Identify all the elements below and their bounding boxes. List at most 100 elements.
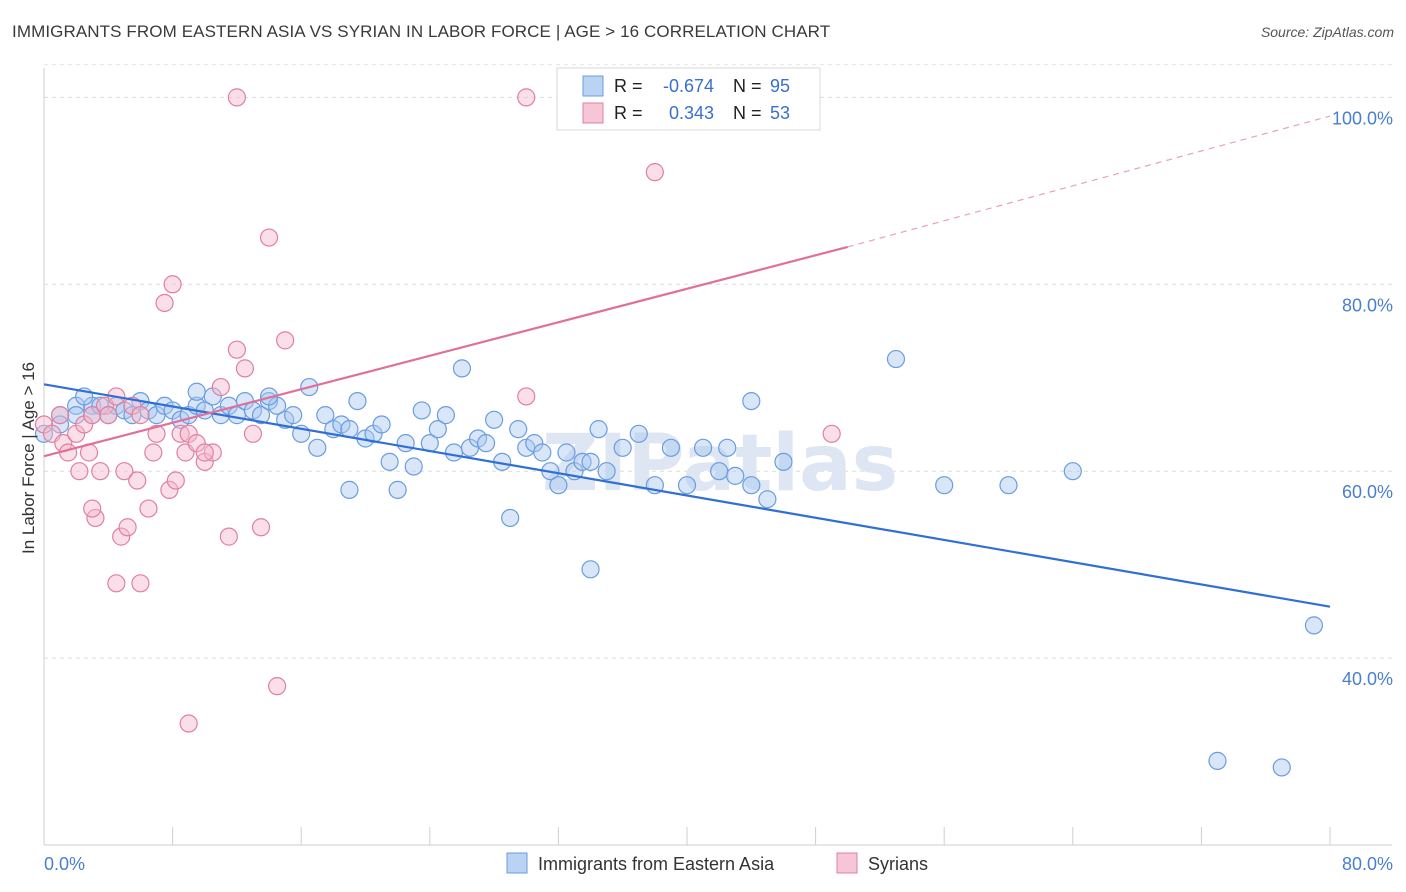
eastern-asia-point — [533, 443, 552, 462]
syrian-point — [118, 518, 137, 537]
eastern-asia-point — [476, 434, 496, 453]
eastern-asia-point — [444, 443, 464, 462]
syrian-point — [251, 518, 271, 537]
eastern-asia-point — [340, 480, 359, 499]
eastern-asia-point — [436, 406, 455, 425]
x-tick-label: 0.0% — [44, 854, 85, 874]
y-axis-label: In Labor Force | Age > 16 — [19, 362, 38, 554]
eastern-asia-point — [742, 476, 761, 495]
eastern-asia-point — [1208, 751, 1227, 770]
legend-swatch-syrians — [836, 852, 858, 874]
eastern-asia-point — [549, 476, 568, 495]
syrian-point — [235, 359, 255, 378]
eastern-asia-point — [661, 438, 681, 457]
r-label: R = — [614, 76, 643, 96]
eastern-asia-point — [316, 406, 335, 425]
eastern-asia-point — [380, 452, 399, 471]
syrian-point — [517, 88, 536, 107]
eastern-asia-point — [597, 462, 616, 481]
eastern-asia-point — [1304, 616, 1324, 635]
syrian-point — [131, 406, 150, 425]
eastern-asia-point — [372, 415, 391, 434]
syrian-point — [83, 499, 102, 518]
eastern-asia-point — [251, 406, 271, 425]
eastern-asia-point — [396, 434, 415, 453]
syrian-point — [144, 443, 163, 462]
syrian-point — [83, 406, 102, 425]
syrian-point — [243, 424, 263, 443]
eastern-asia-point — [452, 359, 472, 378]
syrian-point — [645, 163, 664, 182]
y-tick-label: 40.0% — [1342, 669, 1393, 689]
syrian-point — [219, 527, 238, 546]
eastern-asia-point — [935, 476, 954, 495]
syrian-point — [517, 387, 536, 406]
eastern-asia-swatch — [582, 75, 604, 97]
syrian-point — [179, 714, 198, 733]
syrian-point — [128, 471, 147, 490]
eastern-asia-point — [308, 438, 327, 457]
eastern-asia-point — [693, 438, 713, 457]
r-value: -0.674 — [663, 76, 714, 96]
syrian-point — [163, 275, 182, 294]
eastern-asia-point — [412, 401, 431, 420]
eastern-asia-point — [613, 438, 632, 457]
n-label: N = — [733, 103, 762, 123]
legend-label-eastern-asia: Immigrants from Eastern Asia — [538, 854, 775, 874]
syrian-point — [267, 677, 287, 696]
eastern-asia-point — [348, 392, 367, 411]
n-value: 53 — [770, 103, 790, 123]
eastern-asia-point — [1063, 462, 1082, 481]
syrian-point — [166, 471, 185, 490]
syrian-point — [160, 480, 179, 499]
syrian-point — [115, 462, 134, 481]
eastern-asia-point — [758, 490, 777, 509]
source-credit: Source: ZipAtlas.com — [1260, 24, 1394, 40]
legend-label-syrians: Syrians — [868, 854, 928, 874]
eastern-asia-point — [710, 462, 729, 481]
syrian-trend-extension — [847, 115, 1331, 248]
y-tick-label: 60.0% — [1342, 482, 1393, 502]
syrian-point — [112, 527, 131, 546]
syrian-point — [139, 499, 158, 518]
syrian-point — [822, 424, 841, 443]
r-label: R = — [614, 103, 643, 123]
syrian-trend-line — [43, 245, 849, 458]
eastern-asia-point — [284, 406, 303, 425]
eastern-asia-point — [485, 410, 504, 429]
eastern-asia-point — [726, 466, 745, 485]
n-value: 95 — [770, 76, 790, 96]
syrian-point — [91, 462, 110, 481]
eastern-asia-point — [886, 349, 906, 369]
eastern-asia-point — [718, 438, 737, 457]
y-tick-label: 100.0% — [1332, 108, 1393, 128]
n-label: N = — [733, 76, 762, 96]
eastern-asia-point — [589, 420, 608, 439]
syrian-point — [155, 293, 174, 313]
eastern-asia-point — [581, 452, 600, 471]
eastern-asia-point — [557, 443, 576, 462]
syrian-swatch — [582, 102, 604, 124]
chart-title: IMMIGRANTS FROM EASTERN ASIA VS SYRIAN I… — [12, 22, 831, 41]
eastern-asia-point — [501, 508, 520, 528]
eastern-asia-point — [774, 452, 793, 471]
eastern-asia-point — [677, 476, 697, 495]
syrian-point — [107, 574, 126, 593]
syrian-point — [259, 228, 279, 247]
eastern-asia-trend-line — [43, 383, 1331, 608]
syrian-point — [99, 406, 118, 425]
syrian-point — [195, 443, 214, 462]
eastern-asia-point — [742, 392, 761, 411]
syrian-point — [131, 574, 150, 593]
syrian-point — [70, 462, 89, 481]
eastern-asia-point — [999, 476, 1018, 495]
syrian-point — [50, 406, 70, 425]
syrian-point — [276, 331, 295, 350]
y-tick-label: 80.0% — [1342, 295, 1393, 315]
eastern-asia-point — [581, 560, 600, 579]
eastern-asia-point — [388, 480, 407, 499]
r-value: 0.343 — [669, 103, 714, 123]
legend-swatch-eastern-asia — [506, 852, 528, 874]
x-tick-label: 80.0% — [1342, 854, 1393, 874]
